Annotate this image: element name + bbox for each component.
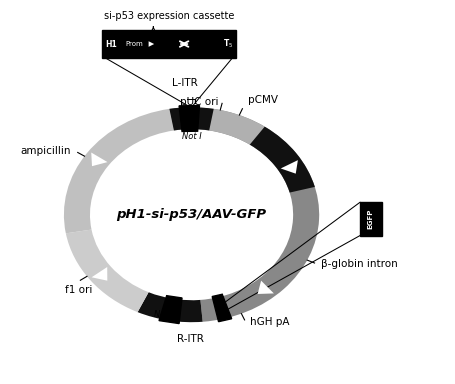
Wedge shape [169,107,265,145]
Text: β-globin intron: β-globin intron [321,259,398,269]
Wedge shape [200,109,319,322]
Polygon shape [281,160,298,174]
Polygon shape [212,294,232,322]
Polygon shape [159,296,182,324]
Text: R-ITR: R-ITR [177,334,204,344]
FancyBboxPatch shape [101,30,237,58]
FancyBboxPatch shape [360,202,382,235]
Text: EGFP: EGFP [368,209,374,229]
Polygon shape [179,106,199,131]
Text: hGH pA: hGH pA [250,317,289,327]
Wedge shape [137,292,202,322]
Text: Not I: Not I [182,132,202,141]
Text: si-p53 expression cassette: si-p53 expression cassette [104,11,234,21]
Text: pH1-si-p53/AAV-GFP: pH1-si-p53/AAV-GFP [116,208,267,221]
Text: Not I: Not I [154,310,174,319]
Wedge shape [250,127,315,192]
Text: pCMV: pCMV [248,95,278,105]
Wedge shape [169,107,214,131]
Text: f1 ori: f1 ori [65,285,92,295]
Polygon shape [91,152,107,166]
Wedge shape [66,230,149,312]
Text: L-ITR: L-ITR [172,78,197,88]
Text: Prom: Prom [125,41,143,47]
Polygon shape [258,281,274,294]
Text: H1: H1 [106,40,117,48]
Wedge shape [64,109,174,233]
Text: T$_5$: T$_5$ [223,38,233,50]
Polygon shape [91,267,107,281]
Text: ampicillin: ampicillin [21,146,71,156]
Text: pUC ori: pUC ori [180,96,218,106]
